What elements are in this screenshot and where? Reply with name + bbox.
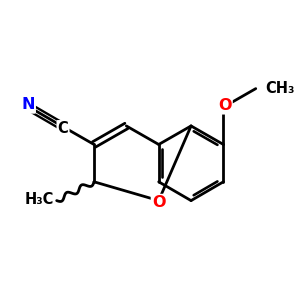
Text: N: N	[21, 98, 35, 112]
Text: C: C	[58, 121, 68, 136]
Text: O: O	[152, 195, 166, 210]
Text: H₃C: H₃C	[25, 192, 54, 207]
Text: CH₃: CH₃	[266, 81, 295, 96]
Text: O: O	[218, 98, 232, 113]
